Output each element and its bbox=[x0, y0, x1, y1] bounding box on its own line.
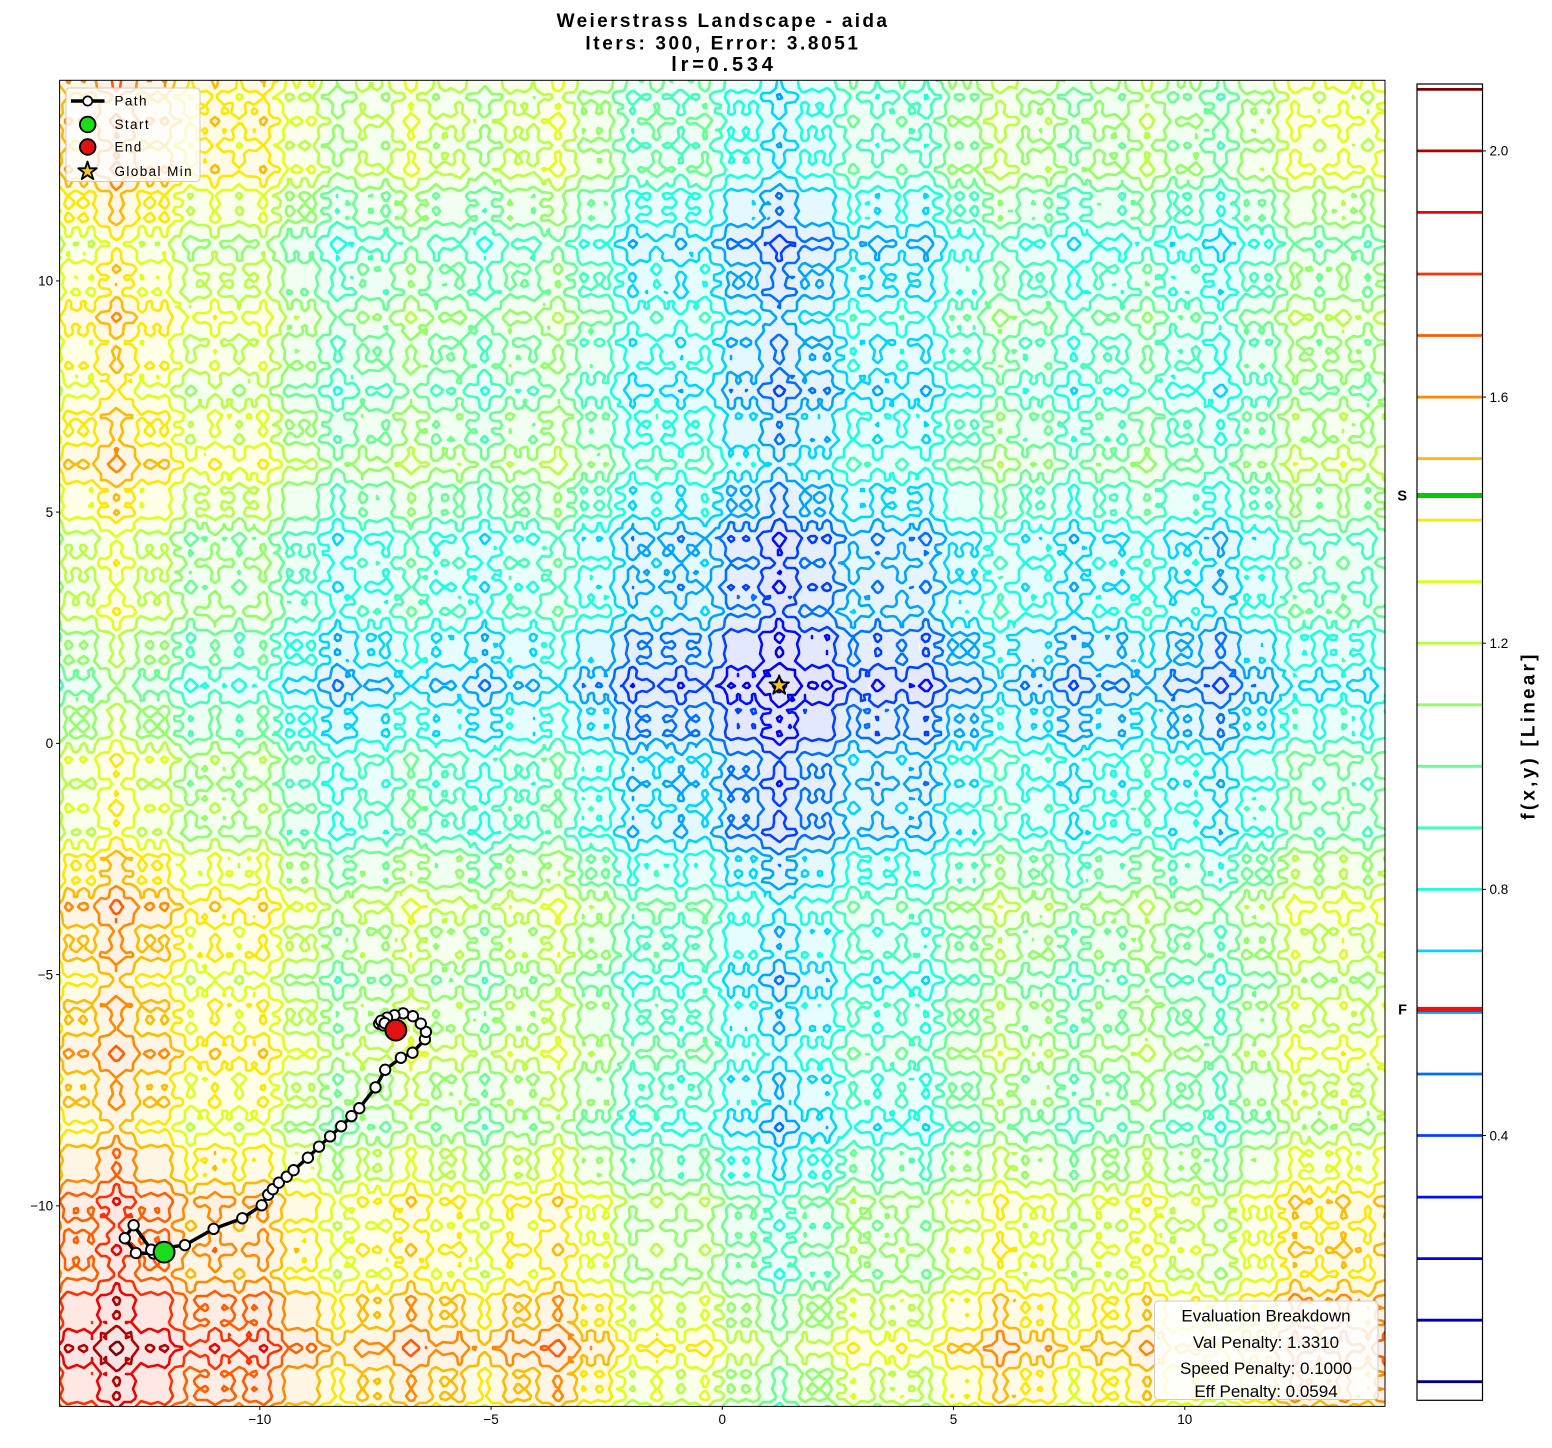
svg-text:−10: −10 bbox=[248, 1412, 271, 1427]
svg-text:0: 0 bbox=[46, 736, 54, 751]
svg-text:Iters: 300, Error: 3.8051: Iters: 300, Error: 3.8051 bbox=[585, 34, 860, 55]
svg-text:−5: −5 bbox=[483, 1412, 498, 1427]
svg-text:Val Penalty: 1.3310: Val Penalty: 1.3310 bbox=[1193, 1333, 1339, 1352]
svg-text:Evaluation Breakdown: Evaluation Breakdown bbox=[1181, 1307, 1350, 1326]
svg-text:F: F bbox=[1398, 1002, 1407, 1018]
svg-text:5: 5 bbox=[950, 1412, 958, 1427]
svg-text:0.8: 0.8 bbox=[1490, 882, 1509, 897]
svg-text:1.2: 1.2 bbox=[1490, 636, 1509, 651]
svg-text:1.6: 1.6 bbox=[1490, 390, 1509, 405]
svg-text:Weierstrass Landscape - aida: Weierstrass Landscape - aida bbox=[557, 11, 890, 32]
svg-text:−10: −10 bbox=[30, 1199, 53, 1214]
svg-text:lr=0.534: lr=0.534 bbox=[671, 54, 776, 76]
svg-text:2.0: 2.0 bbox=[1490, 144, 1509, 159]
svg-text:0.4: 0.4 bbox=[1490, 1128, 1509, 1143]
svg-text:S: S bbox=[1397, 489, 1407, 505]
svg-text:Path: Path bbox=[115, 94, 148, 109]
svg-text:Global Min: Global Min bbox=[115, 164, 194, 179]
svg-text:5: 5 bbox=[46, 505, 54, 520]
svg-text:f(x,y) [Linear]: f(x,y) [Linear] bbox=[1519, 651, 1540, 819]
svg-text:Start: Start bbox=[115, 117, 151, 132]
svg-text:0: 0 bbox=[719, 1412, 727, 1427]
svg-text:End: End bbox=[115, 140, 143, 155]
svg-text:10: 10 bbox=[38, 274, 53, 289]
svg-text:10: 10 bbox=[1177, 1412, 1192, 1427]
svg-text:−5: −5 bbox=[38, 967, 53, 982]
svg-text:Eff Penalty: 0.0594: Eff Penalty: 0.0594 bbox=[1194, 1382, 1337, 1401]
svg-text:Speed Penalty: 0.1000: Speed Penalty: 0.1000 bbox=[1180, 1359, 1352, 1378]
